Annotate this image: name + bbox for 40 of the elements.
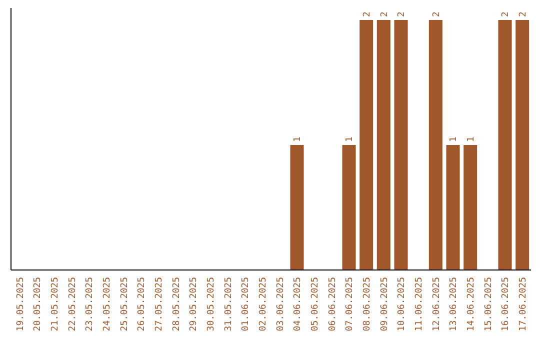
x-tick-label: 07.06.2025 — [345, 277, 356, 332]
x-tick-label: 09.06.2025 — [380, 277, 390, 332]
x-tick-label: 31.05.2025 — [224, 277, 234, 332]
x-tick-label: 06.06.2025 — [328, 277, 338, 332]
data-label: 2 — [380, 12, 390, 17]
x-tick-label: 02.06.2025 — [258, 277, 268, 332]
x-tick-label: 05.06.2025 — [310, 277, 320, 332]
data-label: 1 — [449, 136, 460, 142]
x-tick-label: 14.06.2025 — [466, 277, 476, 332]
data-label: 1 — [466, 136, 476, 142]
x-tick-label: 29.05.2025 — [189, 277, 200, 332]
x-tick-label: 28.05.2025 — [172, 277, 182, 332]
x-tick-label: 27.05.2025 — [154, 277, 164, 332]
x-tick-label: 11.06.2025 — [414, 277, 424, 332]
x-tick-label: 13.06.2025 — [449, 277, 460, 332]
data-label: 2 — [362, 12, 372, 17]
x-tick-label: 12.06.2025 — [432, 277, 442, 332]
data-label: 2 — [518, 12, 528, 17]
x-tick-label: 25.05.2025 — [120, 277, 130, 332]
x-tick-label: 19.05.2025 — [16, 277, 26, 332]
x-tick-label: 24.05.2025 — [102, 277, 112, 332]
x-tick-label: 03.06.2025 — [276, 277, 286, 332]
x-tick-label: 08.06.2025 — [362, 277, 372, 332]
x-tick-label: 01.06.2025 — [241, 277, 252, 332]
x-tick-label: 30.05.2025 — [206, 277, 216, 332]
data-label: 2 — [432, 12, 442, 17]
data-label: 1 — [345, 136, 356, 142]
x-tick-label: 10.06.2025 — [397, 277, 408, 332]
x-tick-label: 21.05.2025 — [50, 277, 60, 332]
x-tick-label: 22.05.2025 — [68, 277, 78, 332]
x-tick-label: 17.06.2025 — [518, 277, 528, 332]
x-tick-label: 20.05.2025 — [33, 277, 44, 332]
data-label: 2 — [397, 12, 408, 17]
x-tick-label: 23.05.2025 — [85, 277, 96, 332]
x-tick-label: 26.05.2025 — [137, 277, 148, 332]
data-label: 1 — [293, 136, 304, 142]
x-tick-label: 16.06.2025 — [501, 277, 512, 332]
data-label: 2 — [501, 12, 512, 17]
x-tick-label: 04.06.2025 — [293, 277, 304, 332]
x-tick-label: 15.06.2025 — [484, 277, 494, 332]
